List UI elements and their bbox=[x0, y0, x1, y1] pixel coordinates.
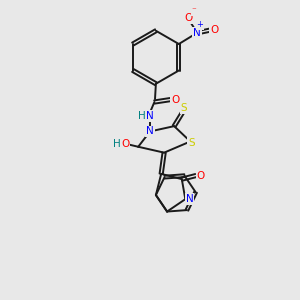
Text: O: O bbox=[171, 94, 179, 105]
Text: O: O bbox=[210, 26, 218, 35]
Text: O: O bbox=[184, 13, 192, 23]
Text: N: N bbox=[193, 28, 201, 38]
Text: H: H bbox=[112, 140, 120, 149]
Text: N: N bbox=[146, 126, 154, 136]
Text: O: O bbox=[196, 171, 205, 181]
Text: N: N bbox=[186, 194, 193, 204]
Text: N: N bbox=[146, 111, 154, 121]
Text: S: S bbox=[188, 138, 194, 148]
Text: S: S bbox=[181, 103, 188, 113]
Text: ⁻: ⁻ bbox=[192, 6, 197, 15]
Text: +: + bbox=[196, 20, 203, 29]
Text: O: O bbox=[121, 140, 129, 149]
Text: H: H bbox=[138, 111, 146, 121]
